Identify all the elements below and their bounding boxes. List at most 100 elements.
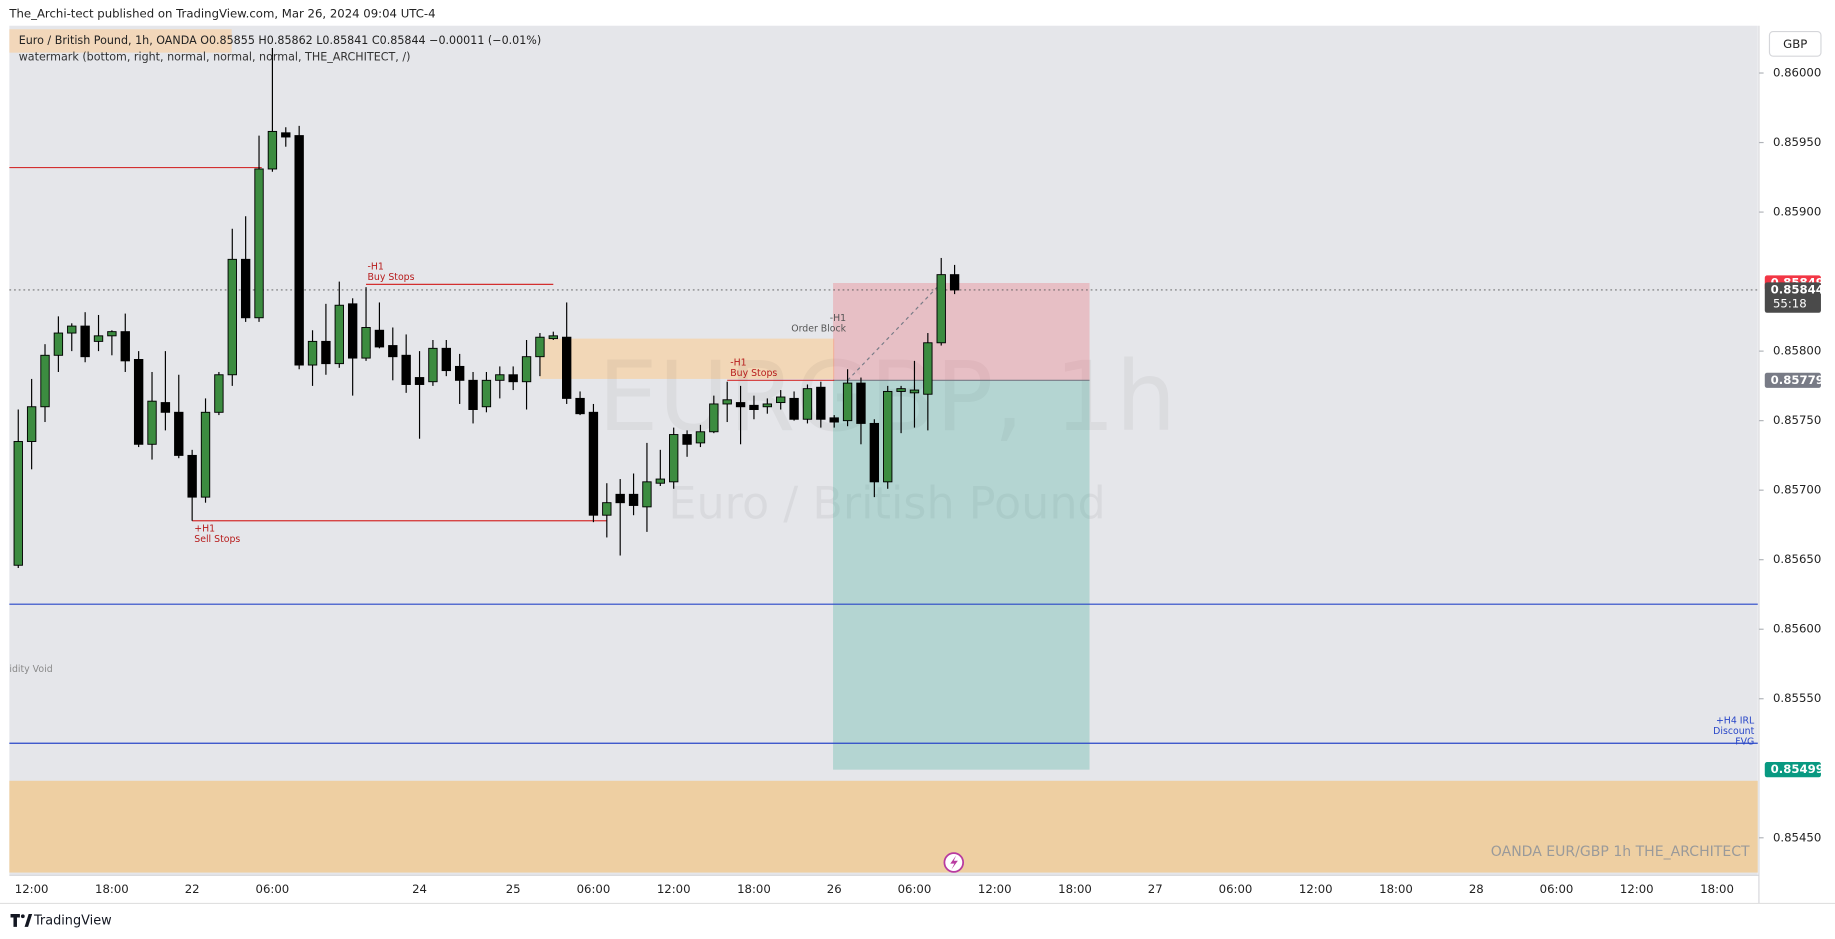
candle-body [200,411,211,498]
y-tick-label: 0.85800 [1773,344,1821,358]
candle-body [307,340,318,366]
candle-body [93,335,104,342]
currency-label[interactable]: GBP [1783,37,1807,51]
candle-body [695,431,706,444]
annotation-text: +H1 [194,523,215,534]
candle-body [682,434,692,445]
candle-body [722,399,732,405]
candle-body [428,347,438,383]
candle-body [535,336,545,358]
candle-body [709,403,719,433]
candle-body [829,417,839,423]
candle-body [642,481,652,508]
icon-bolt[interactable] [950,855,958,870]
candle-body [776,396,786,404]
x-tick-label: 18:00 [737,882,771,896]
x-tick-label: 06:00 [1219,882,1253,896]
candle-body [749,404,759,410]
candle-body [133,358,144,445]
watermark-description: Euro / British Pound [668,479,1105,530]
candle-body [267,130,278,170]
candle-body [735,402,746,408]
candle-body [254,168,264,319]
y-tick-label: 0.85550 [1773,691,1821,705]
logo-t [10,913,20,927]
candle-body [896,388,906,392]
candle-body [174,411,184,456]
y-tick-label: 0.85950 [1773,135,1821,149]
candle-body [401,354,411,385]
currency-button[interactable] [1768,31,1822,57]
annotation-text: Order Block [791,323,846,334]
entry-price-label: 0.85779 [1771,373,1824,387]
countdown: 55:18 [1773,296,1807,310]
candle-body [374,329,385,348]
annotation-text: -H1 [830,313,846,324]
candle-body [80,325,90,358]
replay-icon[interactable] [943,852,965,873]
candle-body [521,356,532,383]
annotation-text: Sell Stops [194,534,240,545]
annotation-text: Discount [1713,726,1754,737]
candles [13,47,960,569]
candle-body [294,135,304,366]
candle-body [187,454,197,498]
x-tick-label: 18:00 [1700,882,1734,896]
legend-background [9,29,232,53]
candle-body [26,406,37,442]
candle-body [441,347,451,372]
candle-body [842,382,853,422]
logo-v [24,913,33,927]
candle-body [281,132,291,138]
candle-body [13,441,23,566]
target-price-badge [1764,762,1821,778]
candle-body [160,402,171,413]
x-tick-label: 12:00 [978,882,1012,896]
y-tick-label: 0.85700 [1773,483,1821,497]
annotation-text: +H4 IRL [1716,715,1755,726]
candle-body [414,377,425,385]
annotation-text: FVG [1735,736,1754,747]
candle-body [669,434,679,483]
y-tick-label: 0.85450 [1773,830,1821,844]
candle-body [53,332,64,356]
candle-body [495,374,505,381]
target-price-label: 0.85499 [1771,762,1824,776]
x-tick-label: 12:00 [1299,882,1333,896]
candle-body [388,345,398,358]
candle-body [361,327,371,359]
candle-body [240,258,251,319]
logo-dot [20,914,25,919]
candle-body [508,374,518,383]
candle-body [588,411,599,516]
candle-body [562,336,572,399]
candle-body [628,493,639,506]
candle-body [67,325,77,334]
legend: Euro / British Pound, 1h, OANDA O0.85855… [19,34,541,47]
candle-body [107,331,117,337]
x-tick-label: 18:00 [95,882,129,896]
x-tick-label: 24 [412,882,427,896]
candle-body [548,335,558,340]
annotation-text: -H1 [730,357,746,368]
x-tick-label: 26 [827,882,842,896]
last-price-badge [1764,282,1821,313]
y-tick-label: 0.86000 [1773,66,1821,80]
candle-body [856,382,866,424]
candle-body [227,258,237,376]
candle-body [936,274,946,344]
y-tick-label: 0.85650 [1773,552,1821,566]
stop-zone [833,282,1090,381]
candle-body [214,374,224,413]
candle-body [762,403,773,408]
candle-body [789,397,799,420]
y-tick-label: 0.85750 [1773,413,1821,427]
candle-body [40,354,50,408]
annotation-text: Buy Stops [730,368,777,379]
candle-body [883,390,893,483]
candle-body [334,304,344,365]
candle-body [802,388,813,420]
zones [9,338,1758,873]
